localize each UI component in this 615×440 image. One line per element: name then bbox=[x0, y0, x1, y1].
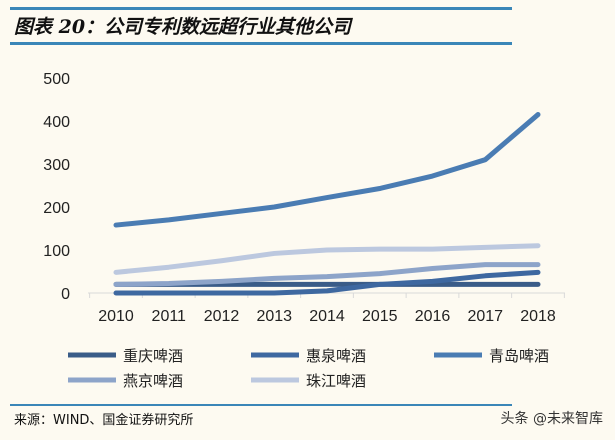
line-chart: 0 100 200 300 400 500 2010 2011 2012 2013 2014 2015… bbox=[43, 71, 565, 390]
legend-label: 珠江啤酒 bbox=[306, 372, 366, 390]
series-line-惠泉啤酒 bbox=[113, 269, 541, 296]
x-tick-label: 2012 bbox=[204, 308, 240, 325]
chart-title: 图表 20：公司专利数远超行业其他公司 bbox=[14, 16, 352, 38]
y-tick-label: 400 bbox=[43, 114, 70, 131]
top-rule bbox=[10, 7, 512, 10]
series-line-青岛啤酒 bbox=[113, 112, 541, 228]
x-tick-label: 2015 bbox=[362, 308, 398, 325]
series-line-珠江啤酒 bbox=[113, 243, 541, 275]
y-tick-label: 0 bbox=[61, 286, 70, 303]
source-note: 来源：WIND、国金证券研究所 bbox=[14, 413, 194, 428]
y-tick-label: 500 bbox=[43, 71, 70, 88]
legend-label: 重庆啤酒 bbox=[123, 347, 183, 365]
x-tick-label: 2016 bbox=[415, 308, 451, 325]
footer-rule bbox=[10, 404, 512, 406]
x-tick-label: 2013 bbox=[256, 308, 292, 325]
x-tick-label: 2011 bbox=[152, 308, 187, 325]
legend-label: 青岛啤酒 bbox=[489, 347, 549, 365]
title-rule bbox=[10, 42, 512, 45]
x-tick-label: 2018 bbox=[520, 308, 556, 325]
y-tick-label: 300 bbox=[43, 157, 70, 174]
y-tick-label: 100 bbox=[43, 243, 70, 260]
series-line-燕京啤酒 bbox=[113, 262, 541, 287]
legend-label: 燕京啤酒 bbox=[123, 372, 183, 390]
legend-label: 惠泉啤酒 bbox=[306, 347, 366, 365]
y-tick-label: 200 bbox=[43, 200, 70, 217]
x-tick-label: 2010 bbox=[98, 308, 134, 325]
x-tick-label: 2014 bbox=[309, 308, 345, 325]
x-tick-label: 2017 bbox=[467, 308, 503, 325]
watermark: 头条 @未来智库 bbox=[500, 411, 603, 427]
